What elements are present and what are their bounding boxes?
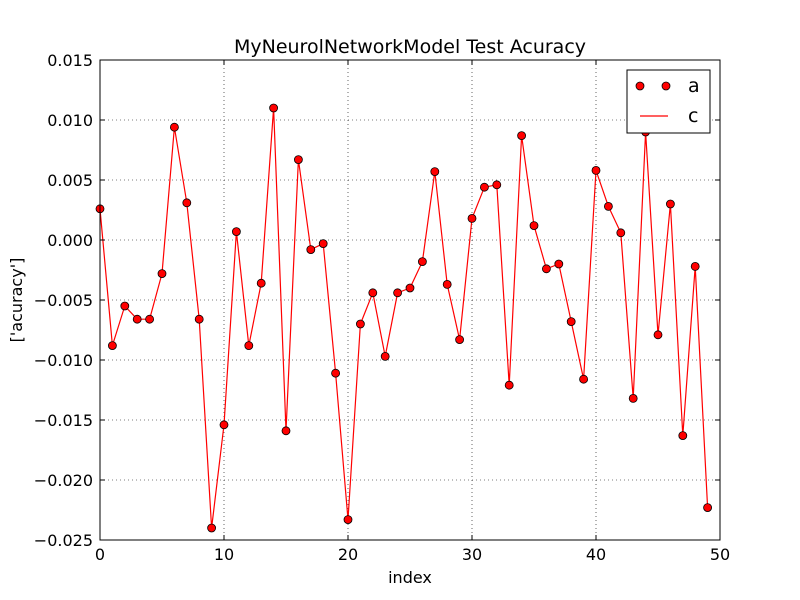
data-point-a: [169, 122, 179, 132]
grid: [100, 60, 720, 540]
series-line-c: [99, 107, 709, 529]
data-point-a: [207, 523, 217, 533]
data-point-a: [703, 503, 712, 513]
data-point-a: [108, 341, 117, 351]
data-point-a: [604, 201, 613, 211]
legend: a c: [626, 69, 711, 134]
data-point-a: [269, 103, 279, 113]
y-tick-label: −0.020: [34, 471, 93, 490]
legend-box: [626, 69, 711, 134]
data-point-a: [281, 426, 291, 436]
ticks: [99, 59, 721, 541]
data-point-a: [417, 257, 427, 267]
data-point-a: [405, 283, 415, 293]
data-point-a: [591, 165, 601, 175]
y-tick-label: −0.025: [34, 531, 93, 550]
data-point-a: [579, 374, 588, 384]
data-point-a: [430, 167, 440, 177]
legend-label-a: a: [688, 75, 700, 97]
data-point-a: [132, 314, 142, 324]
x-tick-label: 0: [95, 545, 105, 564]
x-tick-label: 50: [710, 545, 730, 564]
chart-title: MyNeurolNetworkModel Test Acuracy: [234, 36, 586, 58]
y-tick-label: 0.010: [47, 111, 93, 130]
data-point-a: [231, 227, 241, 237]
data-point-a: [628, 393, 638, 403]
data-point-a: [529, 221, 539, 231]
y-tick-labels: −0.025 −0.020 −0.015 −0.010 −0.005 0.000 0.005…: [34, 51, 93, 550]
y-tick-label: −0.010: [34, 351, 93, 370]
data-point-a: [504, 380, 514, 390]
data-point-a: [343, 515, 353, 524]
y-tick-label: −0.015: [34, 411, 93, 430]
data-point-a: [479, 182, 489, 192]
y-tick-label: −0.005: [34, 291, 93, 310]
data-point-a: [393, 288, 403, 298]
x-tick-label: 10: [214, 545, 234, 564]
data-point-a: [194, 314, 204, 324]
data-point-a: [517, 131, 526, 141]
y-tick-label: 0.000: [47, 231, 93, 250]
data-point-a: [145, 314, 155, 324]
data-point-a: [554, 259, 564, 269]
data-point-a: [182, 198, 192, 208]
y-axis-label: ['acuracy']: [7, 258, 26, 343]
x-tick-label: 20: [338, 545, 358, 564]
x-tick-labels: 0 10 20 30 40 50: [95, 545, 730, 564]
data-point-a: [318, 239, 328, 249]
data-point-a: [219, 420, 229, 430]
data-point-a: [666, 199, 675, 209]
legend-marker-a-left: [635, 81, 645, 91]
y-tick-label: 0.005: [47, 171, 93, 190]
legend-marker-a-right: [661, 81, 671, 91]
data-point-a: [157, 269, 167, 279]
data-point-a: [331, 368, 341, 378]
data-point-a: [368, 288, 378, 298]
data-point-a: [566, 317, 576, 327]
data-point-a: [616, 228, 626, 238]
data-point-a: [442, 279, 452, 289]
data-point-a: [542, 264, 551, 274]
data-point-a: [455, 335, 465, 345]
y-tick-label: 0.015: [47, 51, 93, 70]
data-point-a: [244, 341, 254, 351]
data-point-a: [293, 155, 303, 165]
x-tick-label: 40: [586, 545, 606, 564]
data-point-a: [306, 245, 316, 255]
data-point-a: [690, 261, 700, 271]
data-point-a: [678, 431, 688, 441]
data-point-a: [120, 301, 130, 311]
data-point-a: [256, 278, 266, 288]
data-point-a: [653, 330, 663, 340]
series-layer: [95, 103, 712, 533]
x-tick-label: 30: [462, 545, 482, 564]
data-point-a: [492, 180, 502, 190]
data-point-a: [467, 213, 477, 223]
data-point-a: [380, 351, 390, 361]
x-axis-label: index: [388, 568, 432, 587]
data-point-a: [355, 319, 365, 329]
legend-label-c: c: [688, 105, 698, 127]
